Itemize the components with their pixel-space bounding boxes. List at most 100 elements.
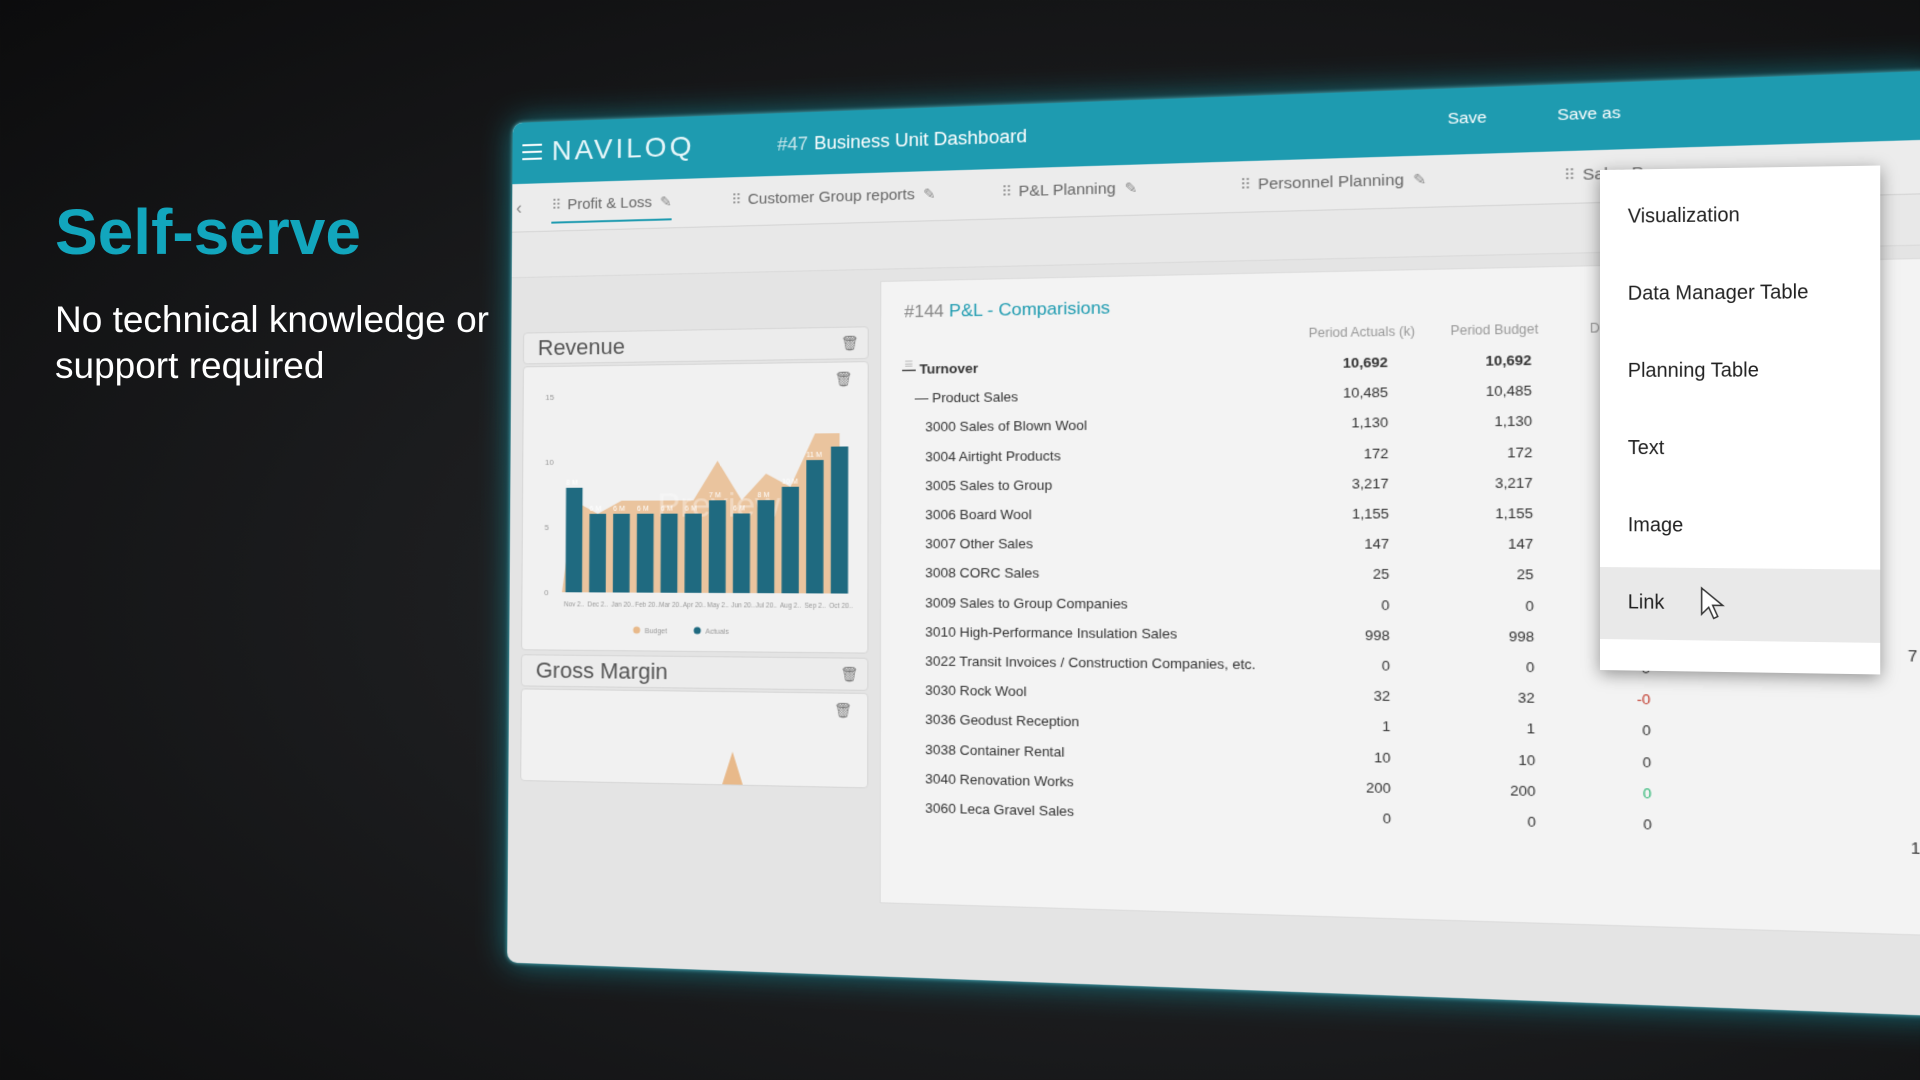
row-label: 3038 Container Rental bbox=[925, 741, 1064, 759]
row-actual: 3,217 bbox=[1309, 475, 1388, 491]
edit-pencil-icon[interactable]: ✎ bbox=[923, 185, 935, 203]
drag-handle-icon[interactable]: ⠿ bbox=[1001, 183, 1010, 201]
row-diff: 0 bbox=[1604, 815, 1652, 833]
bar-data-label: 8 M bbox=[757, 492, 769, 499]
row-budget: 200 bbox=[1454, 781, 1536, 799]
x-tick-label: Sep 2.. bbox=[804, 603, 826, 610]
chevron-left-icon[interactable]: ‹ bbox=[516, 198, 522, 219]
row-diff: 0 bbox=[1604, 753, 1652, 770]
actuals-bar bbox=[565, 488, 582, 593]
edit-pencil-icon[interactable]: ✎ bbox=[1124, 179, 1137, 197]
trash-icon[interactable]: 🗑 bbox=[835, 371, 853, 389]
menu-item-visualization[interactable]: Visualization bbox=[1600, 178, 1880, 254]
bar-data-label: 10 M bbox=[782, 479, 798, 486]
trash-icon[interactable]: 🗑 bbox=[841, 335, 859, 353]
menu-item-text[interactable]: Text bbox=[1600, 413, 1880, 486]
row-label: 3060 Leca Gravel Sales bbox=[925, 800, 1074, 819]
table-row[interactable]: — Product Sales10,48510,485-0 bbox=[881, 381, 1661, 416]
edit-pencil-icon[interactable]: ✎ bbox=[660, 193, 672, 210]
drag-handle-icon[interactable]: ⠿ bbox=[1240, 176, 1249, 194]
drag-handle-icon[interactable]: ⠿ bbox=[1564, 166, 1574, 185]
tab-pl-planning[interactable]: ⠿ P&L Planning ✎ bbox=[1001, 179, 1137, 201]
table-row[interactable]: 3008 CORC Sales25250 bbox=[881, 565, 1664, 593]
x-tick-label: Mar 20.. bbox=[659, 602, 683, 609]
row-actual: 1 bbox=[1311, 717, 1391, 734]
actuals-bar bbox=[661, 514, 678, 593]
tab-profit-loss[interactable]: ⠿ Profit & Loss ✎ bbox=[551, 193, 671, 223]
row-actual: 1,130 bbox=[1309, 415, 1388, 432]
logo: NAVILOQ bbox=[552, 130, 695, 167]
row-label: — Turnover bbox=[902, 360, 978, 377]
row-budget: 3,217 bbox=[1452, 474, 1533, 491]
actuals-bar bbox=[757, 500, 774, 593]
bar-data-label: 11 M bbox=[806, 452, 822, 459]
table-row[interactable]: 3007 Other Sales1471470 bbox=[881, 536, 1663, 562]
row-actual: 10,485 bbox=[1309, 384, 1388, 401]
row-label: 3040 Renovation Works bbox=[925, 771, 1074, 790]
actuals-bar bbox=[685, 514, 702, 593]
hamburger-menu-icon[interactable] bbox=[522, 144, 542, 160]
pl-panel-id: #144 bbox=[904, 301, 944, 321]
edit-pencil-icon[interactable]: ✎ bbox=[1413, 170, 1427, 189]
row-actual: 147 bbox=[1310, 536, 1389, 552]
save-button[interactable]: Save bbox=[1448, 109, 1487, 129]
table-row[interactable]: 3022 Transit Invoices / Construction Com… bbox=[881, 653, 1665, 687]
table-row[interactable]: 3004 Airtight Products1721720 bbox=[881, 443, 1662, 474]
revenue-widget-header[interactable]: Revenue 🗑 bbox=[523, 326, 869, 364]
gross-margin-chart-widget[interactable]: 🗑 bbox=[520, 688, 868, 788]
y-tick-label: 10 bbox=[545, 458, 554, 467]
table-row[interactable]: 3010 High-Performance Insulation Sales 99… bbox=[881, 624, 1664, 656]
trash-icon[interactable]: 🗑 bbox=[840, 666, 859, 684]
pl-panel-name[interactable]: P&L - Comparisions bbox=[949, 298, 1110, 321]
menu-item-data-manager-table[interactable]: Data Manager Table bbox=[1600, 256, 1880, 331]
row-label: 3022 Transit Invoices / Construction Com… bbox=[925, 653, 1256, 672]
row-diff: 0 bbox=[1603, 722, 1651, 739]
row-budget: 147 bbox=[1452, 536, 1533, 552]
row-actual: 25 bbox=[1310, 566, 1389, 582]
revenue-chart: 151050Preview8 M6 M6 M6 M6 M6 M7 M6 M8 M… bbox=[522, 362, 868, 652]
x-tick-label: Aug 2.. bbox=[780, 602, 801, 609]
table-row[interactable]: 3006 Board Wool1,1551,1550 bbox=[881, 505, 1663, 532]
row-budget: 1,155 bbox=[1452, 505, 1533, 521]
row-label: 3036 Geodust Reception bbox=[925, 712, 1079, 730]
menu-item-link[interactable]: Link bbox=[1600, 567, 1880, 643]
trash-icon[interactable]: 🗑 bbox=[834, 702, 853, 720]
menu-item-label: Visualization bbox=[1628, 204, 1740, 229]
drag-handle-icon[interactable]: ⠿ bbox=[551, 197, 559, 214]
gross-margin-widget-header[interactable]: Gross Margin 🗑 bbox=[521, 654, 869, 691]
row-actual: 1,155 bbox=[1310, 506, 1389, 522]
tab-label: P&L Planning bbox=[1019, 180, 1116, 200]
legend-budget-label: Budget bbox=[645, 628, 667, 635]
revenue-chart-widget[interactable]: 🗑 151050Preview8 M6 M6 M6 M6 M6 M7 M6 M8… bbox=[521, 361, 869, 654]
actuals-bar bbox=[806, 460, 823, 593]
dashboard-title: #47 Business Unit Dashboard bbox=[777, 126, 1027, 156]
row-actual: 200 bbox=[1311, 778, 1391, 796]
menu-item-image[interactable]: Image bbox=[1600, 490, 1880, 565]
x-tick-label: Jan 20.. bbox=[611, 602, 634, 609]
menu-item-label: Link bbox=[1628, 591, 1665, 614]
gross-margin-peak bbox=[722, 751, 743, 784]
menu-item-planning-table[interactable]: Planning Table bbox=[1600, 334, 1880, 408]
row-diff: -0 bbox=[1603, 691, 1651, 708]
tab-personnel-planning[interactable]: ⠿ Personnel Planning ✎ bbox=[1240, 170, 1427, 194]
save-as-button[interactable]: Save as bbox=[1557, 104, 1621, 125]
tab-customer-group-reports[interactable]: ⠿ Customer Group reports ✎ bbox=[731, 185, 935, 208]
table-row[interactable]: 3000 Sales of Blown Wool1,1301,130-0 bbox=[881, 412, 1662, 445]
actuals-bar bbox=[709, 500, 726, 593]
side-value: 7 bbox=[1908, 647, 1918, 665]
dashboard-name: Business Unit Dashboard bbox=[814, 126, 1027, 154]
row-label: 3009 Sales to Group Companies bbox=[925, 595, 1128, 612]
bar-data-label: 8 M bbox=[566, 480, 578, 487]
row-budget: 1 bbox=[1454, 720, 1536, 738]
actuals-bar bbox=[613, 514, 630, 593]
mouse-cursor-icon bbox=[1700, 586, 1726, 621]
revenue-title: Revenue bbox=[538, 334, 625, 361]
hero-subtitle: No technical knowledge or support requir… bbox=[55, 297, 495, 389]
table-row[interactable]: 3009 Sales to Group Companies000 bbox=[881, 594, 1664, 624]
x-tick-label: May 2.. bbox=[707, 602, 729, 609]
row-budget: 0 bbox=[1454, 812, 1536, 830]
x-tick-label: Apr 20.. bbox=[683, 602, 706, 609]
drag-handle-icon[interactable]: ⠿ bbox=[731, 191, 739, 208]
table-row[interactable]: — Turnover10,69210,692-0 bbox=[881, 350, 1661, 387]
table-row[interactable]: 3005 Sales to Group3,2173,2170 bbox=[881, 474, 1662, 503]
